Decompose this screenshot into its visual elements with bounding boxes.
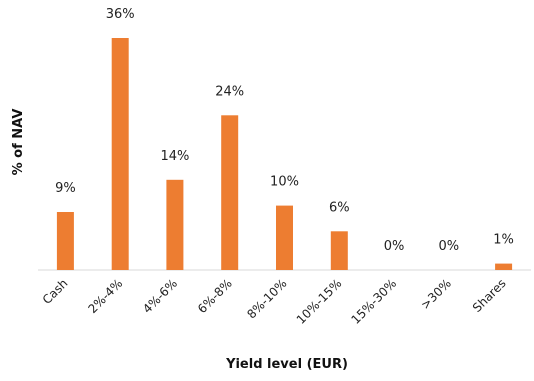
x-tick-label: Shares: [470, 276, 509, 315]
bar: [166, 179, 184, 270]
y-axis-title: % of NAV: [11, 109, 26, 176]
bar: [495, 263, 513, 270]
x-tick-label: 10%-15%: [294, 276, 345, 327]
data-label: 9%: [55, 181, 76, 196]
data-label: 6%: [329, 200, 350, 215]
x-axis-title: Yield level (EUR): [225, 357, 348, 372]
data-label: 14%: [160, 149, 189, 164]
data-label: 1%: [493, 233, 514, 248]
data-label: 36%: [106, 7, 135, 22]
x-tick-label: >30%: [418, 276, 454, 312]
data-label: 0%: [438, 239, 459, 254]
x-tick-label: 2%-4%: [85, 276, 125, 316]
bar: [221, 115, 239, 270]
data-label: 10%: [270, 175, 299, 190]
data-label: 0%: [384, 239, 405, 254]
bar: [330, 231, 348, 270]
x-tick-label: 15%-30%: [349, 276, 400, 327]
x-tick-label: Cash: [40, 276, 71, 307]
data-label: 24%: [215, 84, 244, 99]
bar: [56, 212, 74, 270]
bar: [276, 205, 293, 270]
bar: [111, 38, 129, 270]
x-tick-label: 4%-6%: [140, 276, 180, 316]
x-tick-label: 8%-10%: [244, 276, 289, 321]
x-tick-label: 6%-8%: [195, 276, 235, 316]
